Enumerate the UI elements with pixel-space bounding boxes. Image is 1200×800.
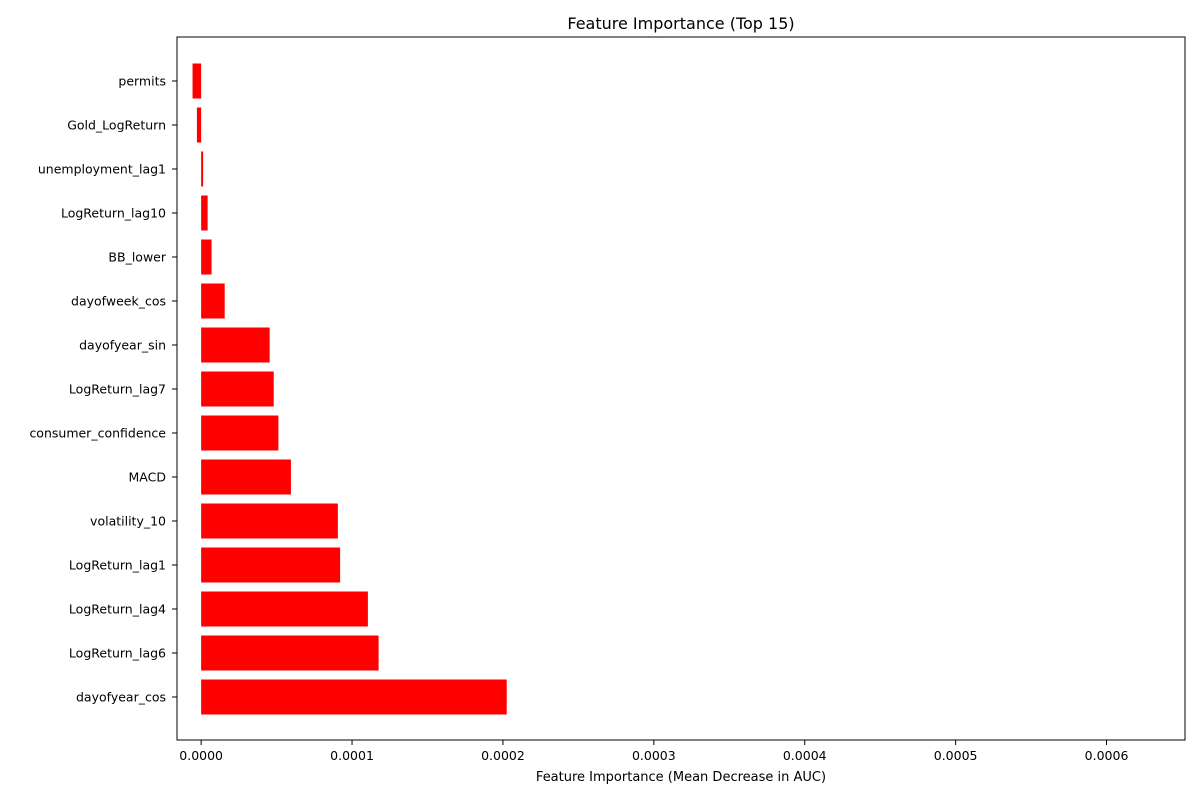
y-tick-label: volatility_10 (90, 514, 166, 529)
bar-volatility_10 (201, 503, 338, 539)
y-tick-label: Gold_LogReturn (67, 118, 166, 133)
x-axis: 0.0000 0.0001 0.0002 0.0003 0.0004 0.0005 0.00… (179, 740, 1128, 763)
y-tick-label: unemployment_lag1 (38, 162, 166, 177)
y-tick-label: LogReturn_lag1 (69, 558, 166, 573)
y-tick-label: BB_lower (108, 250, 166, 265)
bar-dayofyear_cos (201, 679, 507, 715)
bar-permits (192, 63, 202, 99)
bar-LogReturn_lag7 (201, 371, 274, 407)
x-tick-label: 0.0004 (783, 748, 827, 763)
y-axis: permits Gold_LogReturn unemployment_lag1 Lo… (29, 74, 177, 705)
bar-MACD (201, 459, 291, 495)
x-tick-label: 0.0005 (934, 748, 978, 763)
bars-group (192, 63, 507, 715)
bar-BB_lower (201, 239, 212, 275)
bar-LogReturn_lag10 (201, 195, 208, 231)
plot-frame (176, 36, 1186, 741)
x-tick-label: 0.0006 (1085, 748, 1129, 763)
x-tick-label: 0.0002 (481, 748, 525, 763)
chart-title: Feature Importance (Top 15) (567, 14, 794, 33)
x-tick-label: 0.0003 (632, 748, 676, 763)
y-tick-label: dayofyear_cos (76, 690, 166, 705)
bar-LogReturn_lag1 (201, 547, 341, 583)
bar-LogReturn_lag6 (201, 635, 379, 671)
bar-dayofweek_cos (201, 283, 225, 319)
y-tick-label: LogReturn_lag7 (69, 382, 166, 397)
y-tick-label: dayofweek_cos (71, 294, 166, 309)
y-tick-label: LogReturn_lag6 (69, 646, 166, 661)
bar-LogReturn_lag4 (201, 591, 368, 627)
y-tick-label: consumer_confidence (29, 426, 166, 441)
bar-dayofyear_sin (201, 327, 270, 363)
bar-Gold_LogReturn (196, 107, 202, 143)
y-tick-label: MACD (129, 470, 166, 485)
y-tick-label: LogReturn_lag4 (69, 602, 166, 617)
x-tick-label: 0.0001 (330, 748, 374, 763)
bar-unemployment_lag1 (201, 151, 204, 187)
x-axis-label: Feature Importance (Mean Decrease in AUC… (536, 770, 826, 785)
y-tick-label: dayofyear_sin (79, 338, 166, 353)
y-tick-label: LogReturn_lag10 (61, 206, 166, 221)
bar-consumer_confidence (201, 415, 279, 451)
x-tick-label: 0.0000 (179, 748, 223, 763)
y-tick-label: permits (118, 74, 166, 89)
